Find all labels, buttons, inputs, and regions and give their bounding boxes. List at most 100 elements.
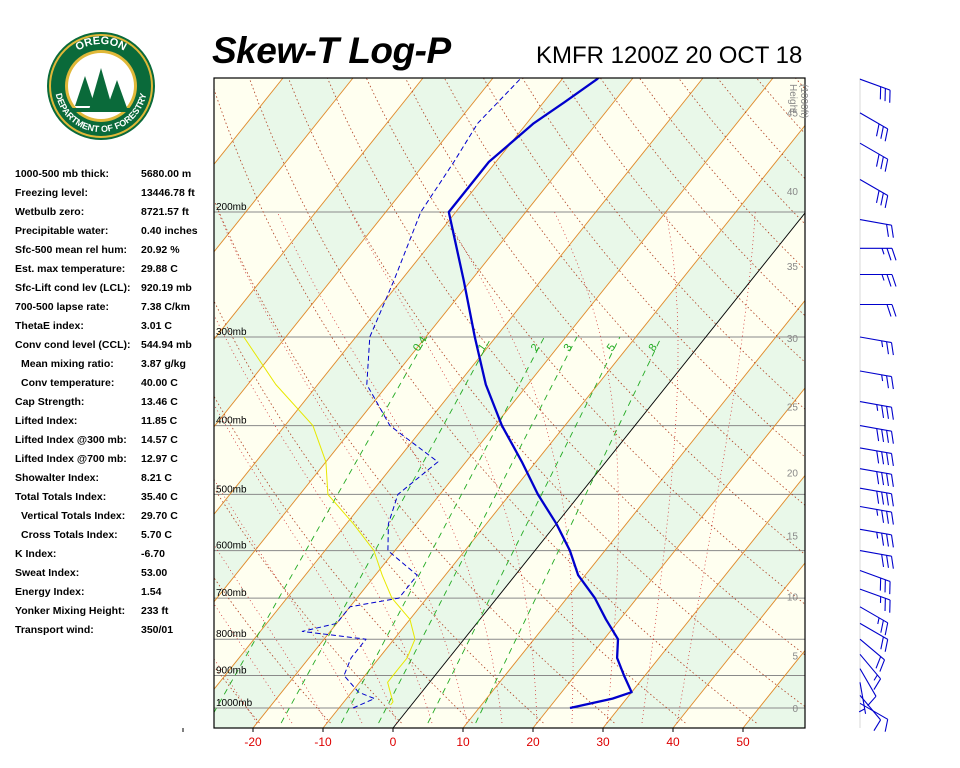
dry-adiabat xyxy=(248,78,757,724)
index-value: 1.54 xyxy=(141,586,162,598)
index-value: 7.38 C/km xyxy=(141,301,191,313)
mixing-ratio-label: 5 xyxy=(605,342,618,354)
wind-barb xyxy=(859,528,894,548)
wind-barb xyxy=(859,78,891,103)
isotherm-line xyxy=(214,78,354,253)
moist-adiabat xyxy=(554,211,619,724)
wind-barb xyxy=(859,606,889,636)
index-label: Showalter Index: xyxy=(15,472,100,484)
index-value: 3.87 g/kg xyxy=(141,358,186,370)
isotherm-line xyxy=(0,78,73,728)
logo-top-text: OREGON xyxy=(74,35,129,54)
index-label: 700-500 lapse rate: xyxy=(15,301,109,313)
index-label: Conv temperature: xyxy=(21,377,115,389)
wind-barb xyxy=(859,370,894,390)
wind-barb xyxy=(859,219,894,238)
dry-adiabat xyxy=(214,198,615,724)
mixing-ratio-label: 1 xyxy=(476,342,489,354)
index-value: 35.40 C xyxy=(141,491,178,503)
height-tick-label: 35 xyxy=(787,262,799,273)
index-label: Yonker Mixing Height: xyxy=(15,605,126,617)
mixing-ratio-line xyxy=(214,336,428,714)
station-time-label: KMFR 1200Z 20 OCT 18 xyxy=(536,42,803,69)
isotherm-line xyxy=(214,78,564,515)
moist-adiabat xyxy=(214,403,398,724)
moist-adiabat xyxy=(442,211,574,723)
index-label: Cap Strength: xyxy=(15,396,85,408)
dry-adiabat xyxy=(214,300,544,724)
wind-barb xyxy=(860,303,897,317)
wind-barb xyxy=(859,142,889,172)
wind-barb xyxy=(859,653,882,690)
mixing-ratio-label: 3 xyxy=(562,342,575,354)
index-value: 53.00 xyxy=(141,567,168,579)
isotherm-line xyxy=(214,78,494,428)
temperature-tick-label: 40 xyxy=(666,735,680,749)
height-tick-label: 15 xyxy=(787,532,799,543)
index-value: 20.92 % xyxy=(141,244,180,256)
mixing-ratio-line xyxy=(427,336,621,724)
dry-adiabat xyxy=(0,0,118,723)
wind-barb xyxy=(859,550,894,569)
mixing-ratio-label: 2 xyxy=(529,342,542,354)
temperature-profile xyxy=(447,78,633,710)
height-axis-title: Height(1000ft) xyxy=(787,84,809,118)
index-value: 544.94 mb xyxy=(141,339,192,351)
isotherm-line xyxy=(462,299,805,728)
dry-adiabat xyxy=(214,395,473,724)
dry-adiabat xyxy=(443,78,805,506)
index-value: 14.57 C xyxy=(141,434,178,446)
index-value: 29.88 C xyxy=(141,263,178,275)
index-label: Precipitable water: xyxy=(15,225,109,237)
isotherm-line xyxy=(0,78,213,728)
pressure-label: 800mb xyxy=(216,629,247,640)
index-value: 8721.57 ft xyxy=(141,206,189,218)
temperature-tick-label: 30 xyxy=(596,735,610,749)
parcel-trace xyxy=(243,336,416,706)
index-value: 29.70 C xyxy=(141,510,178,522)
index-label: Total Totals Index: xyxy=(15,491,107,503)
wind-barb xyxy=(859,668,877,707)
index-label: K Index: xyxy=(15,548,57,560)
wind-barb xyxy=(860,247,897,261)
index-label: Energy Index: xyxy=(15,586,85,598)
index-label: Conv cond level (CCL): xyxy=(15,339,131,351)
height-tick-label: 40 xyxy=(787,187,799,198)
wind-barb xyxy=(858,682,867,714)
index-value: 40.00 C xyxy=(141,377,178,389)
pressure-labels: 200mb 300mb 400mb 500mb 600mb 700mb 800mb 900mb… xyxy=(216,202,253,709)
temperature-tick-label: -20 xyxy=(244,735,262,749)
height-axis-title-line: Height xyxy=(787,84,798,113)
dry-adiabat xyxy=(560,78,805,363)
mixing-ratio-line xyxy=(340,336,545,724)
temperature-tick-label: 0 xyxy=(390,735,397,749)
plot-border xyxy=(213,77,806,729)
plot-area: 0.4 1 2 3 5 8 xyxy=(0,0,960,728)
index-value: 12.97 C xyxy=(141,453,178,465)
index-label: Freezing level: xyxy=(15,187,88,199)
index-label: Sweat Index: xyxy=(15,567,80,579)
index-value: 0.40 inches xyxy=(141,225,198,237)
height-axis-title-line: (1000ft) xyxy=(798,84,809,118)
wind-barb xyxy=(859,468,894,487)
index-label: Lifted Index @300 mb: xyxy=(15,434,127,446)
temperature-tick-label: 50 xyxy=(736,735,750,749)
dry-adiabat xyxy=(404,78,805,555)
height-tick-label: 45 xyxy=(787,108,799,119)
mixing-ratio-lines xyxy=(214,336,662,724)
dry-adiabat xyxy=(214,87,686,724)
isotherm-line xyxy=(214,78,424,340)
dry-adiabat xyxy=(804,0,960,723)
dry-adiabat xyxy=(326,78,805,656)
index-label: Sfc-Lift cond lev (LCL): xyxy=(15,282,131,294)
moist-adiabats xyxy=(214,211,756,724)
height-tick-label: 25 xyxy=(787,403,799,414)
index-label: Lifted Index: xyxy=(15,415,78,427)
pressure-label: 400mb xyxy=(216,416,247,427)
isotherm-line xyxy=(214,78,634,603)
mixing-ratio-label: 8 xyxy=(646,342,659,354)
wind-barb xyxy=(859,179,889,209)
isotherm-line xyxy=(532,387,805,728)
index-value: 233 ft xyxy=(141,605,169,617)
isotherm-line xyxy=(672,562,805,728)
